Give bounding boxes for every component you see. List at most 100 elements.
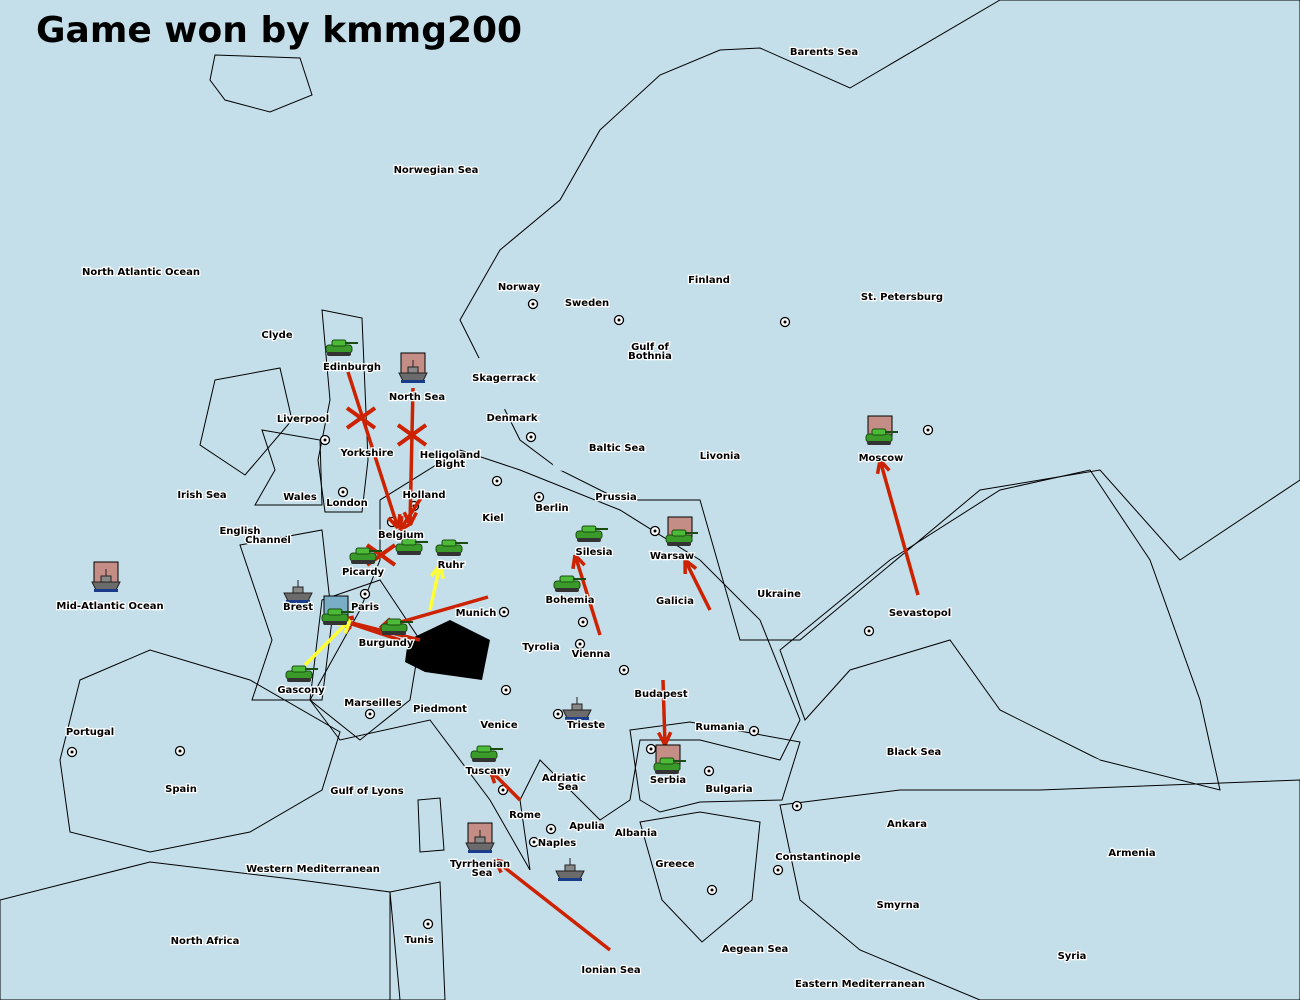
territory-label: Silesia	[576, 547, 613, 558]
territory-label: Norway	[498, 282, 541, 293]
move-order-arrow	[346, 371, 400, 529]
fleet-ship-icon[interactable]	[555, 858, 585, 881]
territory-label: Tyrrhenian	[450, 859, 510, 870]
territory-label: Belgium	[378, 530, 424, 541]
region-tunis[interactable]	[389, 881, 446, 1000]
territory-label: Norwegian Sea	[394, 165, 479, 176]
army-tank-icon[interactable]	[553, 575, 586, 592]
fleet-ship-icon[interactable]	[465, 822, 495, 853]
region-britain[interactable]	[317, 309, 369, 513]
territory-label: Munich	[456, 608, 497, 619]
territory-label: Spain	[165, 784, 197, 795]
region-iceland[interactable]	[209, 54, 313, 113]
territory-label: Barents Sea	[790, 47, 858, 58]
territory-label: Aegean Sea	[722, 944, 789, 955]
territory-label: Gascony	[277, 685, 325, 696]
region-skagerrack[interactable]	[470, 350, 550, 410]
move-order-arrow	[878, 459, 920, 596]
territory-label: Armenia	[1108, 848, 1155, 859]
territory-label: Skagerrack	[472, 373, 536, 384]
territory-label: Ionian Sea	[581, 965, 640, 976]
army-tank-icon[interactable]	[380, 618, 413, 635]
army-tank-icon[interactable]	[325, 339, 358, 356]
region-turkey[interactable]	[779, 779, 1300, 1000]
move-order-arrow	[661, 679, 667, 746]
territory-label: Bohemia	[546, 595, 595, 606]
region-ireland[interactable]	[199, 367, 293, 476]
territory-label: Greece	[655, 859, 695, 870]
territory-label: Brest	[283, 602, 313, 613]
territory-label: Constantinople	[775, 852, 861, 863]
army-tank-icon[interactable]	[665, 516, 698, 546]
army-tank-icon[interactable]	[435, 539, 468, 556]
units-layer	[91, 339, 898, 881]
region-russia-scandinavia[interactable]	[459, 0, 1300, 641]
army-tank-icon[interactable]	[321, 595, 354, 625]
territory-label: Mid-Atlantic Ocean	[56, 601, 163, 612]
territory-label: Apulia	[569, 821, 605, 832]
region-greece[interactable]	[639, 811, 761, 943]
army-tank-icon[interactable]	[349, 547, 382, 564]
territory-label: London	[326, 498, 368, 509]
region-black-sea[interactable]	[805, 690, 1100, 805]
army-tank-icon[interactable]	[865, 415, 898, 445]
fleet-ship-icon[interactable]	[91, 561, 121, 592]
fleet-ship-icon[interactable]	[562, 697, 592, 720]
region-western-france[interactable]	[239, 529, 333, 701]
region-balkans[interactable]	[629, 721, 801, 813]
impassable-switzerland	[405, 620, 490, 680]
region-gulf-of-bothnia[interactable]	[615, 175, 720, 390]
territory-labels: Barents Sea Norwegian Sea North Atlantic O…	[55, 46, 1157, 992]
region-baltic-sea[interactable]	[540, 410, 665, 475]
region-iberia[interactable]	[59, 649, 341, 853]
region-wales[interactable]	[254, 429, 323, 506]
territory-label: Ruhr	[438, 560, 465, 571]
army-tank-icon[interactable]	[395, 538, 428, 555]
territory-label: North Africa	[171, 936, 240, 947]
army-tank-icon[interactable]	[470, 745, 503, 762]
territory-label: Livonia	[700, 451, 740, 462]
territory-label: Picardy	[342, 567, 385, 578]
territory-label: Berlin	[535, 503, 568, 514]
army-tank-icon[interactable]	[575, 525, 608, 542]
region-central-europe[interactable]	[309, 449, 801, 871]
territory-label: Serbia	[650, 775, 686, 786]
region-sardinia[interactable]	[417, 797, 445, 853]
territory-label: Gulf of	[631, 342, 669, 353]
territory-label: Kiel	[482, 513, 503, 524]
territory-label: Piedmont	[413, 704, 467, 715]
move-order-arrow	[683, 559, 712, 611]
territory-label: Bulgaria	[705, 784, 752, 795]
territory-label: Ukraine	[757, 589, 801, 600]
territory-label: Eastern Mediterranean	[795, 979, 925, 990]
territory-label: Sweden	[565, 298, 609, 309]
territory-label: Naples	[538, 838, 576, 849]
fleet-ship-icon[interactable]	[398, 352, 428, 383]
territory-label: Black Sea	[887, 747, 942, 758]
territory-label: Sevastopol	[889, 608, 951, 619]
territory-label: Clyde	[261, 330, 292, 341]
army-tank-icon[interactable]	[653, 744, 686, 774]
move-order-arrow	[408, 387, 415, 526]
region-ukraine-sevastopol[interactable]	[779, 469, 1221, 791]
game-status-title: Game won by kmmg200	[36, 10, 523, 51]
territory-label: Warsaw	[650, 551, 694, 562]
territory-label: Western Mediterranean	[246, 864, 380, 875]
territory-label: Venice	[480, 720, 517, 731]
territory-label: North Atlantic Ocean	[82, 267, 200, 278]
territory-label: Galicia	[656, 596, 694, 607]
territory-label: Tyrolia	[522, 642, 560, 653]
territory-label: Irish Sea	[177, 490, 226, 501]
fleet-ship-icon[interactable]	[283, 580, 313, 603]
territory-label: Sea	[558, 782, 579, 793]
region-eastern-france[interactable]	[309, 579, 421, 741]
territory-label: Prussia	[595, 492, 636, 503]
territory-label: Baltic Sea	[589, 443, 645, 454]
move-order-arrow	[573, 554, 602, 636]
territory-label: English	[219, 526, 260, 537]
territory-label: Denmark	[487, 413, 538, 424]
army-tank-icon[interactable]	[285, 665, 318, 682]
failed-order-cross-icon	[396, 423, 428, 447]
